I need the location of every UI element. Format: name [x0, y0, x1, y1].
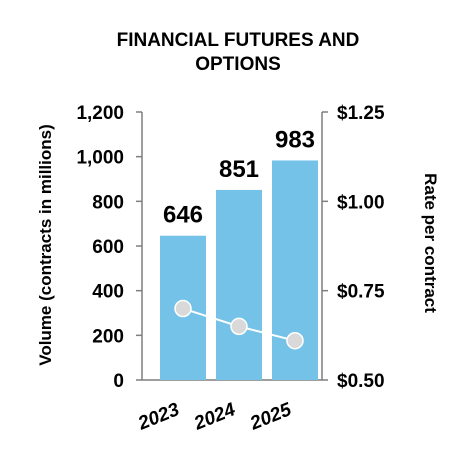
- y-axis-label: Volume (contracts in millions): [36, 124, 55, 366]
- y-tick-left-label: 400: [92, 282, 124, 303]
- y-tick-left-label: 1,200: [76, 103, 124, 124]
- y-tick-right-label: $1.00: [337, 192, 385, 213]
- chart-title-line-2: OPTIONS: [195, 54, 281, 75]
- chart-title-line-1: FINANCIAL FUTURES AND: [117, 30, 360, 51]
- rate-point-2025: [286, 331, 304, 350]
- y-tick-right-label: $1.25: [337, 103, 385, 124]
- y-tick-right-label: $0.75: [337, 282, 385, 303]
- rate-point-2023: [174, 299, 192, 318]
- bar-2024: [216, 189, 262, 380]
- y-tick-left-label: 0: [113, 371, 124, 392]
- x-tick-label: 2024: [190, 399, 238, 435]
- rate-point-2024: [230, 317, 248, 336]
- y-tick-left-label: 1,000: [76, 148, 124, 169]
- y-axis-right-label: Rate per contract: [421, 173, 440, 313]
- x-tick-label: 2025: [246, 399, 294, 435]
- data-label-2023: 646: [163, 202, 203, 229]
- y-tick-right-label: $0.50: [337, 371, 385, 392]
- data-label-2025: 983: [275, 126, 315, 153]
- data-label-2024: 851: [219, 156, 259, 183]
- x-tick-label: 2023: [134, 399, 182, 435]
- y-tick-left-label: 600: [92, 237, 124, 258]
- y-tick-left-label: 200: [92, 326, 124, 347]
- y-tick-left-label: 800: [92, 192, 124, 213]
